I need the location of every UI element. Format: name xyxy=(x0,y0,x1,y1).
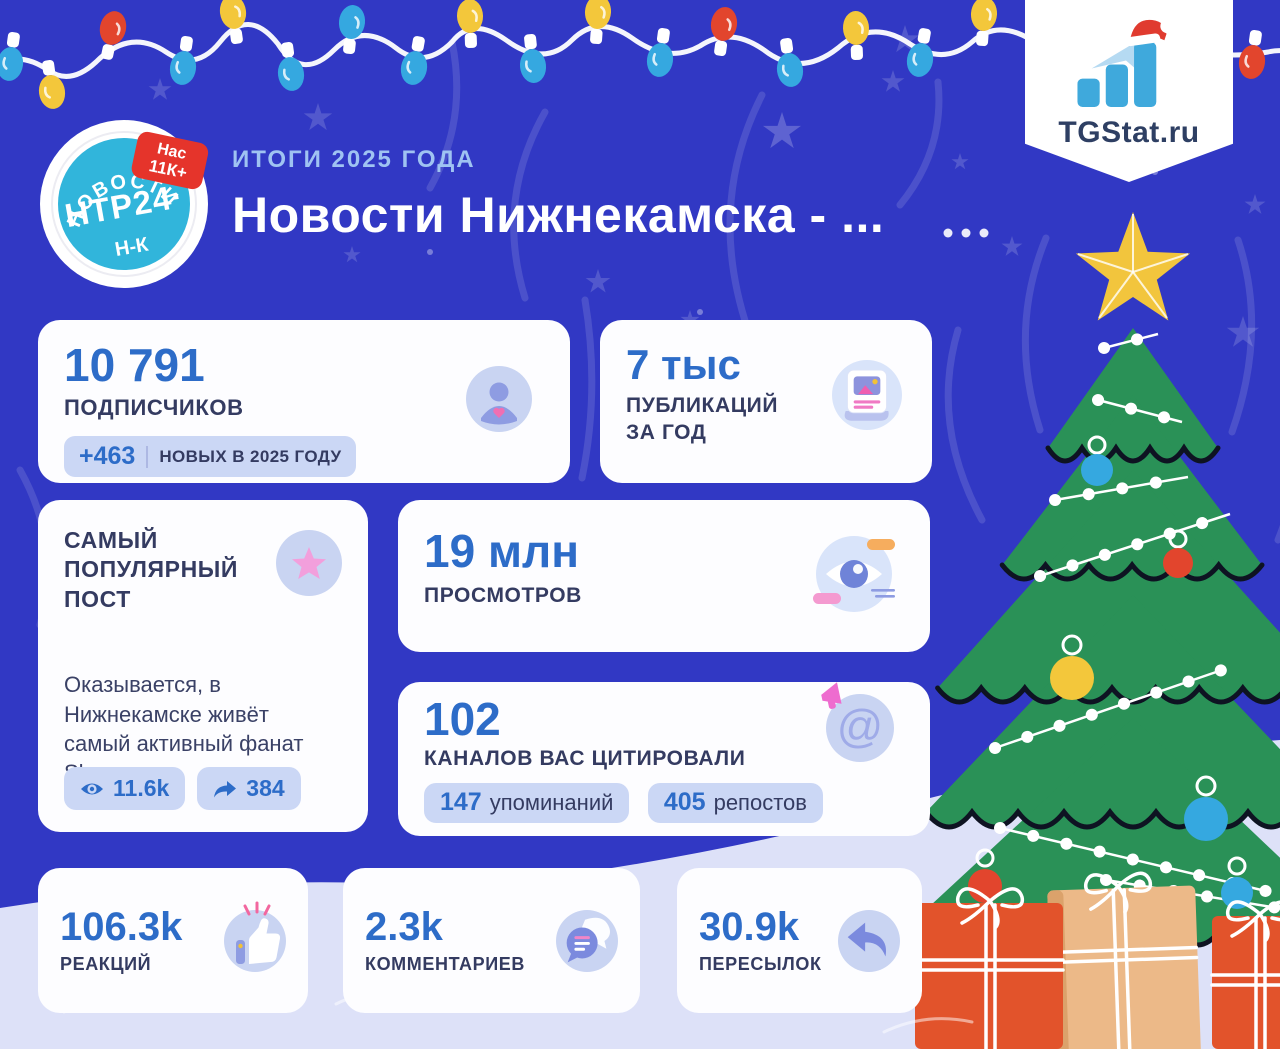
share-arrow-icon xyxy=(214,780,237,797)
reposts-chip: 405 репостов xyxy=(647,783,823,823)
subscribers-value: 10 791 xyxy=(64,339,205,391)
mentions-label: упоминаний xyxy=(489,790,614,815)
views-card: 19 млн ПРОСМОТРОВ xyxy=(398,500,930,652)
reply-arrow-icon xyxy=(838,909,900,972)
citations-label: КАНАЛОВ ВАС ЦИТИРОВАЛИ xyxy=(424,747,746,770)
presents xyxy=(913,871,1280,1049)
chip-divider xyxy=(146,445,149,468)
reactions-value: 106.3k xyxy=(60,904,183,949)
tgstat-logo-icon xyxy=(1077,19,1175,107)
star-icon xyxy=(276,530,342,596)
thumbs-up-icon xyxy=(224,901,286,972)
top-post-title: САМЫЙ ПОПУЛЯРНЫЙ ПОСТ xyxy=(64,527,239,612)
mentions-value: 147 xyxy=(440,788,482,816)
publications-label-2: ЗА ГОД xyxy=(626,421,707,444)
top-post-views-badge: 11.6k xyxy=(64,767,186,810)
santa-hat-icon xyxy=(1126,19,1175,47)
top-post-views: 11.6k xyxy=(113,775,170,801)
forwards-card: 30.9k ПЕРЕСЫЛОК xyxy=(677,868,922,1013)
svg-text:Нас: Нас xyxy=(156,140,188,163)
publication-scroll-icon xyxy=(832,360,902,430)
reactions-label: РЕАКЦИЙ xyxy=(60,953,152,974)
publications-label-1: ПУБЛИКАЦИЙ xyxy=(626,394,779,417)
subscribers-delta: +463 xyxy=(79,442,136,470)
reposts-value: 405 xyxy=(663,788,706,816)
tree-bead-garland xyxy=(989,328,1280,914)
at-mention-icon: @ xyxy=(821,682,894,762)
comments-card: 2.3k КОММЕНТАРИЕВ xyxy=(343,868,640,1013)
eye-icon xyxy=(813,536,895,612)
eye-badge-icon xyxy=(81,783,103,794)
forwards-value: 30.9k xyxy=(699,904,800,949)
top-post-forwards-badge: 384 xyxy=(197,767,301,810)
comments-value: 2.3k xyxy=(365,904,443,949)
citations-value: 102 xyxy=(424,693,501,745)
tree-baubles xyxy=(968,435,1253,909)
channel-logo: НОВОСТИ НТР24· Н-К Нас 11К+ xyxy=(40,120,209,288)
top-post-card: САМЫЙ ПОПУЛЯРНЫЙ ПОСТ Оказывается, в Ниж… xyxy=(38,500,368,832)
svg-text:@: @ xyxy=(837,700,884,752)
garland xyxy=(0,0,1280,112)
subscribers-badge-sticker: Нас 11К+ xyxy=(131,131,209,190)
reactions-card: 106.3k РЕАКЦИЙ xyxy=(38,868,308,1013)
subscribers-label: ПОДПИСЧИКОВ xyxy=(64,395,244,420)
forwards-label: ПЕРЕСЫЛОК xyxy=(699,953,822,974)
citations-card: 102 КАНАЛОВ ВАС ЦИТИРОВАЛИ 147 упоминани… xyxy=(398,682,930,836)
results-kicker: ИТОГИ 2025 ГОДА xyxy=(232,146,476,173)
views-label: ПРОСМОТРОВ xyxy=(424,584,582,607)
subscribers-card: 10 791 ПОДПИСЧИКОВ +463 НОВЫХ В 2025 ГОД… xyxy=(38,320,570,483)
comments-label: КОММЕНТАРИЕВ xyxy=(365,953,525,974)
tgstat-ribbon: TGStat.ru xyxy=(1025,0,1233,182)
channel-title: Новости Нижнекамска - ... xyxy=(232,187,885,243)
views-value: 19 млн xyxy=(424,525,579,577)
christmas-tree xyxy=(62,212,1280,1049)
person-icon xyxy=(466,366,532,432)
publications-value: 7 тыс xyxy=(626,341,741,388)
mentions-chip: 147 упоминаний xyxy=(424,783,630,823)
subscribers-delta-label: НОВЫХ В 2025 ГОДУ xyxy=(159,446,342,466)
tgstat-brand: TGStat.ru xyxy=(1058,116,1200,149)
speech-bubble-icon xyxy=(556,909,618,972)
top-post-forwards: 384 xyxy=(246,775,285,801)
publications-card: 7 тыс ПУБЛИКАЦИЙ ЗА ГОД xyxy=(600,320,932,483)
tree-star xyxy=(1075,212,1190,321)
megaphone-icon xyxy=(821,682,842,709)
reposts-label: репостов xyxy=(713,790,807,815)
fireworks-streaks xyxy=(16,38,1280,629)
subscribers-delta-chip: +463 НОВЫХ В 2025 ГОДУ xyxy=(64,436,357,477)
